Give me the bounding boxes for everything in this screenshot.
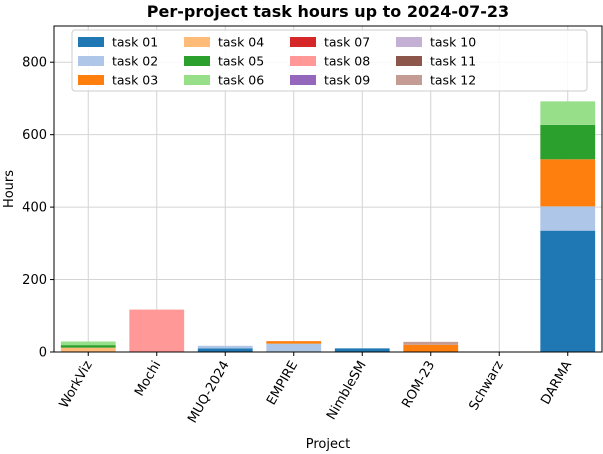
legend-swatch: [184, 75, 210, 85]
bar-segment: [60, 341, 116, 346]
legend-swatch: [184, 37, 210, 47]
legend-label: task 04: [218, 35, 264, 50]
x-tick-label: Mochi: [132, 359, 164, 400]
bar-segment: [266, 343, 322, 352]
y-axis-ticks: 0 200 400 600 800: [22, 56, 54, 361]
bar-segment: [540, 124, 596, 160]
bar-segment: [403, 341, 459, 345]
legend-label: task 12: [430, 73, 476, 88]
legend-label: task 06: [218, 73, 264, 88]
legend-label: task 11: [430, 54, 476, 69]
x-tick-label: EMPIRE: [264, 359, 301, 408]
y-tick-label: 800: [22, 56, 47, 71]
y-tick-label: 200: [22, 273, 47, 288]
legend-label: task 09: [324, 73, 370, 88]
legend-swatch: [396, 56, 422, 66]
legend-label: task 02: [112, 54, 158, 69]
legend: task 01 task 02 task 03 task 04 task 05 task …: [71, 29, 588, 92]
legend-swatch: [290, 75, 316, 85]
y-tick-label: 600: [22, 128, 47, 143]
bar-segment: [540, 101, 596, 125]
x-tick-label: Schwarz: [467, 358, 507, 413]
legend-swatch: [290, 37, 316, 47]
bar-segment: [60, 347, 116, 352]
legend-swatch: [184, 56, 210, 66]
bar-segment: [540, 159, 596, 207]
legend-swatch: [396, 37, 422, 47]
legend-label: task 08: [324, 54, 370, 69]
x-axis-ticks: WorkViz Mochi MUQ-2024 EMPIRE NimbleSM ROM-23…: [57, 352, 575, 426]
x-tick-label: MUQ-2024: [185, 359, 233, 426]
y-tick-label: 0: [39, 346, 47, 361]
y-tick-label: 400: [22, 201, 47, 216]
legend-label: task 03: [112, 73, 158, 88]
legend-label: task 10: [430, 35, 476, 50]
bar-segment: [540, 206, 596, 231]
bars: [60, 101, 596, 352]
bar-segment: [129, 309, 185, 352]
legend-swatch: [78, 37, 104, 47]
x-tick-label: DARMA: [538, 358, 575, 407]
y-axis-label: Hours: [2, 170, 17, 208]
bar-segment: [334, 348, 390, 352]
legend-label: task 07: [324, 35, 370, 50]
bar-segment: [197, 345, 253, 349]
x-tick-label: WorkViz: [57, 358, 96, 411]
bar-segment: [403, 344, 459, 352]
bar-segment: [60, 345, 116, 348]
legend-label: task 05: [218, 54, 264, 69]
legend-swatch: [78, 56, 104, 66]
x-tick-label: NimbleSM: [324, 359, 370, 423]
bar-segment: [540, 230, 596, 352]
plot-area-frame: [53, 25, 603, 353]
bar-segment: [266, 341, 322, 344]
x-axis-label: Project: [306, 437, 350, 452]
chart-title: Per-project task hours up to 2024-07-23: [147, 2, 509, 21]
legend-swatch: [290, 56, 316, 66]
bar-segment: [197, 348, 253, 352]
legend-swatch: [78, 75, 104, 85]
legend-label: task 01: [112, 35, 158, 50]
x-tick-label: ROM-23: [399, 359, 438, 411]
legend-swatch: [396, 75, 422, 85]
